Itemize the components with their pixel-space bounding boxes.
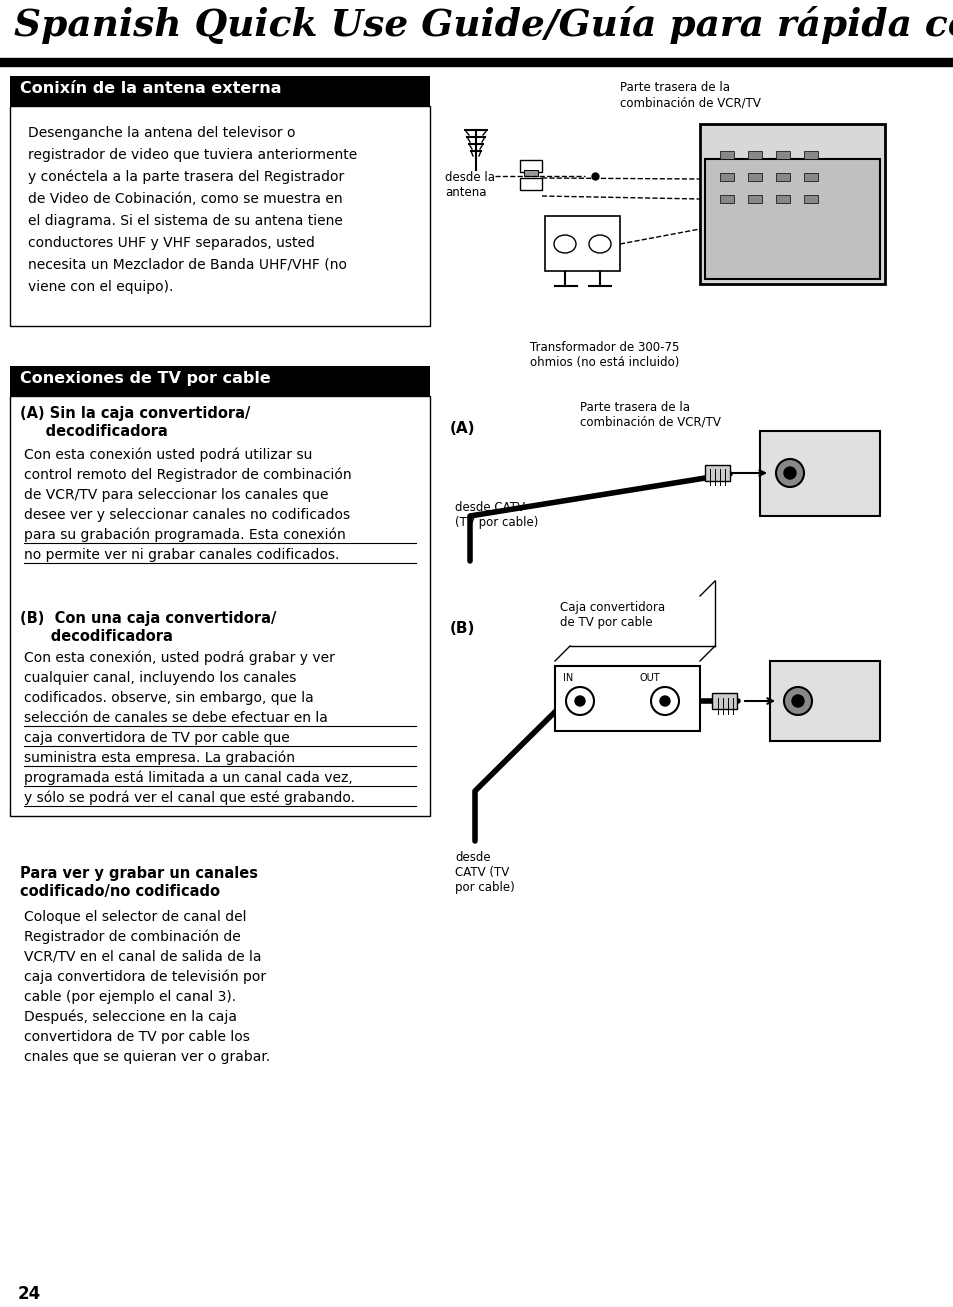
Text: desde CATV
(TV por cable): desde CATV (TV por cable): [455, 501, 537, 529]
Bar: [760, 431, 879, 516]
Circle shape: [659, 697, 669, 706]
Text: desee ver y seleccionar canales no codificados: desee ver y seleccionar canales no codif…: [24, 508, 350, 521]
Text: (A) Sin la caja convertidora/: (A) Sin la caja convertidora/: [20, 406, 250, 421]
Text: codificados. observe, sin embargo, que la: codificados. observe, sin embargo, que l…: [24, 691, 314, 704]
Text: convertidora de TV por cable los: convertidora de TV por cable los: [24, 1030, 250, 1044]
Text: control remoto del Registrador de combinación: control remoto del Registrador de combin…: [24, 468, 352, 482]
Text: selección de canales se debe efectuar en la: selección de canales se debe efectuar en…: [24, 711, 328, 725]
Text: Conixín de la antena externa: Conixín de la antena externa: [20, 81, 281, 95]
Text: decodificadora: decodificadora: [20, 629, 172, 644]
Bar: [775, 173, 789, 180]
Text: VCR/TV en el canal de salida de la: VCR/TV en el canal de salida de la: [24, 950, 261, 965]
Text: conductores UHF y VHF separados, usted: conductores UHF y VHF separados, usted: [28, 237, 314, 250]
Text: (A): (A): [450, 421, 475, 437]
Text: Con esta conexión usted podrá utilizar su: Con esta conexión usted podrá utilizar s…: [24, 448, 312, 463]
Text: Con esta conexión, usted podrá grabar y ver: Con esta conexión, usted podrá grabar y …: [24, 651, 335, 665]
Bar: [704, 159, 879, 278]
Bar: [769, 661, 879, 741]
Text: de Video de Cobinación, como se muestra en: de Video de Cobinación, como se muestra …: [28, 192, 342, 207]
Bar: [747, 195, 761, 203]
Text: de VCR/TV para seleccionar los canales que: de VCR/TV para seleccionar los canales q…: [24, 488, 328, 502]
Ellipse shape: [554, 235, 576, 254]
Text: Transformador de 300-75
ohmios (no está incluido): Transformador de 300-75 ohmios (no está …: [530, 341, 679, 369]
Bar: [523, 170, 537, 176]
Text: Para ver y grabar un canales: Para ver y grabar un canales: [20, 867, 257, 881]
Bar: [700, 124, 884, 284]
Bar: [775, 152, 789, 159]
Circle shape: [650, 687, 679, 715]
Bar: [544, 216, 619, 271]
Text: (B): (B): [450, 621, 475, 637]
Circle shape: [575, 697, 584, 706]
Circle shape: [565, 687, 594, 715]
Ellipse shape: [588, 235, 610, 254]
Text: necesita un Mezclador de Banda UHF/VHF (no: necesita un Mezclador de Banda UHF/VHF (…: [28, 257, 347, 272]
Bar: [704, 465, 729, 481]
Text: Conexiones de TV por cable: Conexiones de TV por cable: [20, 371, 271, 386]
Text: OUT: OUT: [639, 673, 659, 684]
Text: desde
CATV (TV
por cable): desde CATV (TV por cable): [455, 851, 515, 894]
Text: codificado/no codificado: codificado/no codificado: [20, 884, 220, 899]
Circle shape: [775, 459, 803, 488]
Text: Registrador de combinación de: Registrador de combinación de: [24, 931, 240, 945]
Bar: [519, 159, 541, 173]
Bar: [747, 152, 761, 159]
Text: IN: IN: [562, 673, 573, 684]
Text: Desenganche la antena del televisor o: Desenganche la antena del televisor o: [28, 125, 295, 140]
Bar: [720, 173, 733, 180]
Bar: [720, 152, 733, 159]
Text: caja convertidora de TV por cable que: caja convertidora de TV por cable que: [24, 731, 290, 745]
Bar: [803, 152, 817, 159]
Text: viene con el equipo).: viene con el equipo).: [28, 280, 173, 294]
Bar: [803, 173, 817, 180]
Text: programada está limitada a un canal cada vez,: programada está limitada a un canal cada…: [24, 771, 353, 786]
Text: suministra esta empresa. La grabación: suministra esta empresa. La grabación: [24, 752, 294, 766]
Text: Caja convertidora
de TV por cable: Caja convertidora de TV por cable: [559, 601, 664, 629]
Bar: [555, 667, 700, 731]
Text: cnales que se quieran ver o grabar.: cnales que se quieran ver o grabar.: [24, 1050, 270, 1064]
Text: no permite ver ni grabar canales codificados.: no permite ver ni grabar canales codific…: [24, 548, 339, 562]
Bar: [803, 195, 817, 203]
Text: decodificadora: decodificadora: [20, 423, 168, 439]
Bar: [10, 396, 430, 816]
Text: Después, seleccione en la caja: Después, seleccione en la caja: [24, 1010, 236, 1025]
Bar: [747, 173, 761, 180]
Text: y conéctela a la parte trasera del Registrador: y conéctela a la parte trasera del Regis…: [28, 170, 344, 184]
Text: Parte trasera de la
combinación de VCR/TV: Parte trasera de la combinación de VCR/T…: [619, 81, 760, 108]
Text: 24: 24: [18, 1285, 41, 1303]
Text: Spanish Quick Use Guide/Guía para rápida consulta: Spanish Quick Use Guide/Guía para rápida…: [14, 7, 953, 44]
Circle shape: [783, 687, 811, 715]
Text: cable (por ejemplo el canal 3).: cable (por ejemplo el canal 3).: [24, 989, 236, 1004]
Bar: [519, 178, 541, 190]
Circle shape: [791, 695, 803, 707]
Bar: [711, 693, 737, 708]
Text: Parte trasera de la
combinación de VCR/TV: Parte trasera de la combinación de VCR/T…: [579, 401, 720, 429]
Bar: [775, 195, 789, 203]
Bar: [10, 76, 430, 106]
Bar: [10, 106, 430, 325]
Text: el diagrama. Si el sistema de su antena tiene: el diagrama. Si el sistema de su antena …: [28, 214, 342, 227]
Text: cualquier canal, incluyendo los canales: cualquier canal, incluyendo los canales: [24, 670, 296, 685]
Text: desde la
antena: desde la antena: [444, 171, 495, 199]
Text: caja convertidora de televisión por: caja convertidora de televisión por: [24, 970, 266, 984]
Circle shape: [783, 467, 795, 478]
Text: (B)  Con una caja convertidora/: (B) Con una caja convertidora/: [20, 610, 276, 626]
Bar: [10, 366, 430, 396]
Text: para su grabación programada. Esta conexión: para su grabación programada. Esta conex…: [24, 528, 345, 542]
Text: registrador de video que tuviera anteriormente: registrador de video que tuviera anterio…: [28, 148, 356, 162]
Text: y sólo se podrá ver el canal que esté grabando.: y sólo se podrá ver el canal que esté gr…: [24, 791, 355, 805]
Bar: [720, 195, 733, 203]
Text: Coloque el selector de canal del: Coloque el selector de canal del: [24, 910, 246, 924]
